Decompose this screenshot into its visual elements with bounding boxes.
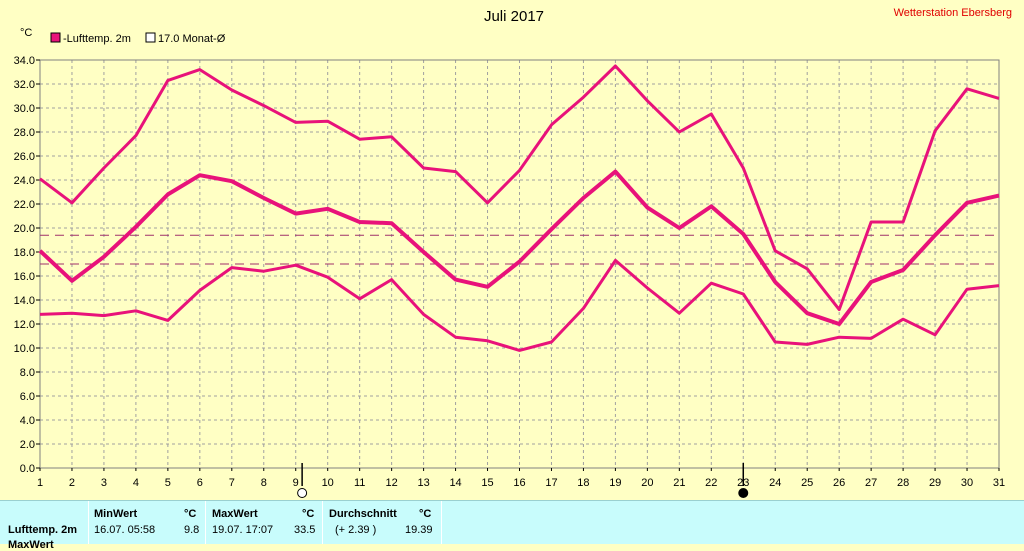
max-value: 33.5 xyxy=(294,524,316,536)
x-tick-label: 14 xyxy=(449,477,461,489)
x-tick-label: 25 xyxy=(801,477,813,489)
y-tick-label: 0.0 xyxy=(20,463,35,475)
x-tick-label: 3 xyxy=(101,477,107,489)
stats-panel: Lufttemp. 2m MaxWert MinWert °C 16.07. 0… xyxy=(0,500,1024,551)
x-tick-label: 31 xyxy=(993,477,1005,489)
chart-title: Juli 2017 xyxy=(484,8,544,25)
x-tick-label: 19 xyxy=(609,477,621,489)
x-tick-label: 7 xyxy=(229,477,235,489)
stats-row-label: Lufttemp. 2m xyxy=(8,524,78,536)
min-date: 16.07. 05:58 xyxy=(94,524,156,536)
x-tick-label: 17 xyxy=(545,477,557,489)
y-tick-label: 18.0 xyxy=(14,247,35,259)
avg-unit: °C xyxy=(419,508,432,520)
moon-markers xyxy=(297,463,749,498)
y-tick-label: 16.0 xyxy=(14,271,35,283)
x-tick-label: 24 xyxy=(769,477,781,489)
y-tick-label: 32.0 xyxy=(14,79,35,91)
y-tick-label: 20.0 xyxy=(14,223,35,235)
x-tick-label: 28 xyxy=(897,477,909,489)
y-tick-label: 30.0 xyxy=(14,103,35,115)
y-tick-label: 8.0 xyxy=(20,367,35,379)
x-axis: 1234567891011121314151617181920212223242… xyxy=(37,468,1005,489)
x-tick-label: 6 xyxy=(197,477,203,489)
y-tick-label: 6.0 xyxy=(20,391,35,403)
series-line-max xyxy=(39,64,1000,312)
avg-value: 19.39 xyxy=(405,524,433,536)
legend-label-lufttemp: -Lufttemp. 2m xyxy=(63,33,131,45)
max-unit: °C xyxy=(302,508,315,520)
max-header: MaxWert xyxy=(212,508,258,520)
y-tick-label: 2.0 xyxy=(20,439,35,451)
y-tick-label: 24.0 xyxy=(14,175,35,187)
series-group xyxy=(38,64,1000,352)
x-tick-label: 18 xyxy=(577,477,589,489)
series-line-mean xyxy=(38,169,1000,326)
x-tick-label: 4 xyxy=(133,477,139,489)
min-value: 9.8 xyxy=(184,524,200,536)
stats-row-label-2: MaxWert xyxy=(8,539,54,551)
x-tick-label: 22 xyxy=(705,477,717,489)
avg-header: Durchschnitt xyxy=(329,508,397,520)
legend-swatch-monat xyxy=(145,32,156,43)
series-line-min xyxy=(39,258,1000,352)
x-tick-label: 2 xyxy=(69,477,75,489)
x-tick-label: 5 xyxy=(165,477,171,489)
x-tick-label: 10 xyxy=(322,477,334,489)
temperature-chart: Juli 2017 Wetterstation Ebersberg °C -Lu… xyxy=(14,7,1012,498)
x-tick-label: 11 xyxy=(354,477,365,489)
y-tick-label: 22.0 xyxy=(14,199,35,211)
max-date: 19.07. 17:07 xyxy=(212,524,274,536)
x-tick-label: 21 xyxy=(673,477,685,489)
y-tick-label: 28.0 xyxy=(14,127,35,139)
x-tick-label: 27 xyxy=(865,477,877,489)
y-tick-label: 26.0 xyxy=(14,151,35,163)
min-unit: °C xyxy=(184,508,197,520)
full-moon-icon xyxy=(297,488,308,498)
x-tick-label: 15 xyxy=(481,477,493,489)
stats-min-col: MinWert °C 16.07. 05:58 9.8 xyxy=(89,501,206,544)
stats-avg-col: Durchschnitt °C (+ 2.39 ) 19.39 xyxy=(323,501,442,544)
stats-label-col: Lufttemp. 2m MaxWert xyxy=(0,501,89,551)
x-tick-label: 9 xyxy=(293,477,299,489)
x-tick-label: 1 xyxy=(37,477,43,489)
x-tick-label: 29 xyxy=(929,477,941,489)
x-tick-label: 20 xyxy=(641,477,653,489)
new-moon-icon xyxy=(738,488,749,498)
avg-delta: (+ 2.39 ) xyxy=(335,524,377,536)
y-tick-label: 10.0 xyxy=(14,343,35,355)
y-tick-label: 34.0 xyxy=(14,55,35,67)
legend: -Lufttemp. 2m 17.0 Monat-Ø xyxy=(50,32,226,45)
reference-lines xyxy=(40,234,999,265)
x-tick-label: 16 xyxy=(513,477,525,489)
y-unit-label: °C xyxy=(20,27,32,39)
legend-label-monat: 17.0 Monat-Ø xyxy=(158,33,226,45)
x-tick-label: 12 xyxy=(386,477,398,489)
y-tick-label: 14.0 xyxy=(14,295,35,307)
y-axis: 0.0 2.0 4.0 6.0 8.0 10.0 12.0 14.0 16.0 18.0 20.0 2… xyxy=(14,55,40,475)
x-tick-label: 26 xyxy=(833,477,845,489)
y-tick-label: 4.0 xyxy=(20,415,35,427)
x-tick-label: 13 xyxy=(417,477,429,489)
x-tick-label: 8 xyxy=(261,477,267,489)
stats-max-col: MaxWert °C 19.07. 17:07 33.5 xyxy=(206,501,323,544)
x-tick-label: 30 xyxy=(961,477,973,489)
min-header: MinWert xyxy=(94,508,138,520)
station-name: Wetterstation Ebersberg xyxy=(894,7,1012,19)
legend-swatch-lufttemp xyxy=(50,32,61,43)
y-tick-label: 12.0 xyxy=(14,319,35,331)
